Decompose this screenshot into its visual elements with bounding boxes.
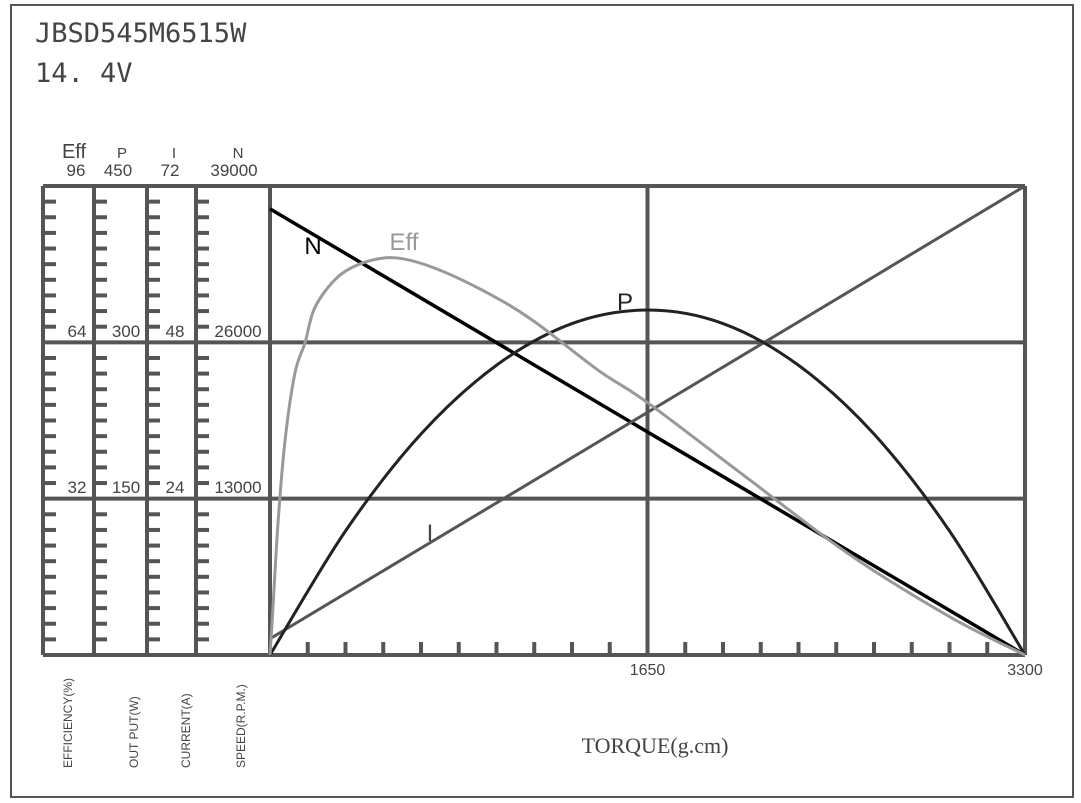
y-axis-symbol-eff: Eff [62,141,87,163]
series-label-eff: Eff [390,229,419,256]
y-tick-label-p: 150 [112,478,140,497]
grid [43,184,1027,657]
y-tick-label-eff: 64 [68,322,87,341]
series-line-p [268,308,1027,656]
x-axis-title: TORQUE(g.cm) [582,733,729,758]
y-axis-label-i: CURRENT(A) [179,693,193,768]
y-axes: Eff 32 64 96 EFFICIENCY(%) P 150 300 450 OUT PUT(… [41,141,262,768]
y-tick-label-p: 300 [112,322,140,341]
series-line-i [269,184,1026,641]
y-axis-label-eff: EFFICIENCY(%) [61,678,75,768]
y-tick-label-i: 72 [161,161,180,180]
outer-frame [10,4,1074,798]
y-axis-symbol-i: I [172,145,176,162]
y-axis-symbol-p: P [117,145,127,162]
y-tick-label-p: 450 [104,161,132,180]
y-tick-label-eff: 32 [68,478,87,497]
x-tick-label: 1650 [630,662,666,679]
y-tick-label-eff: 96 [67,161,86,180]
y-axis-symbol-n: N [233,145,244,162]
series-line-eff [268,256,1026,657]
y-tick-label-i: 24 [166,478,185,497]
y-tick-label-n: 39000 [210,161,257,180]
series-label-i: I [427,520,434,547]
series-line-n [269,207,1026,657]
y-tick-label-i: 48 [166,322,185,341]
chart-title: JBSD545M6515W [35,18,247,49]
series-label-n: N [304,233,321,260]
series-layer: N I P Eff [268,184,1027,657]
series-label-p: P [617,289,633,316]
chart-subtitle: 14. 4V [35,58,133,89]
y-tick-label-n: 13000 [214,478,261,497]
y-axis-label-n: SPEED(R.P.M.) [234,684,248,768]
y-axis-label-p: OUT PUT(W) [127,696,141,768]
x-tick-label: 3300 [1007,662,1043,679]
x-axis: 1650 3300 [305,642,1043,679]
y-tick-label-n: 26000 [214,322,261,341]
